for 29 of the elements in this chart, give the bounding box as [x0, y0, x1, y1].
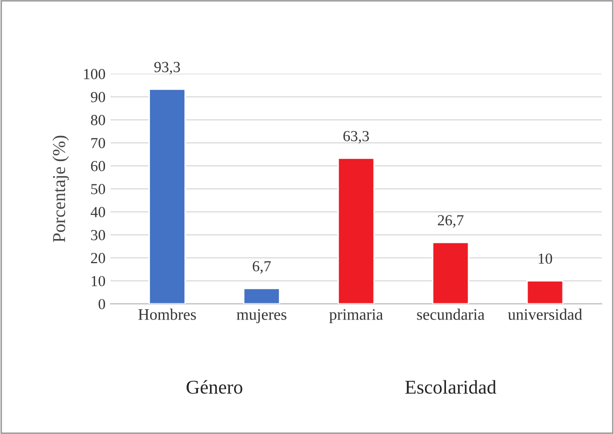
y-tick-label: 10: [92, 276, 106, 286]
bar: [243, 288, 280, 304]
x-tick-label: Hombres: [138, 308, 196, 320]
data-label: 63,3: [343, 130, 369, 144]
y-tick-label: 0: [98, 298, 106, 310]
bar: [432, 242, 470, 304]
text: Género: [186, 380, 242, 394]
y-tick-label: 90: [90, 92, 106, 102]
bar: [526, 280, 564, 304]
y-tick-label: 20: [91, 252, 106, 264]
data-label: 10: [538, 253, 552, 264]
y-tick-label: 70: [91, 138, 106, 148]
y-tick-label: 40: [90, 206, 106, 218]
y-tick-label: 30: [91, 230, 106, 240]
data-label: 93,3: [154, 62, 180, 74]
data-label: 26,7: [438, 215, 464, 228]
y-tick-label: 50: [91, 184, 106, 194]
y-tick-label: 100: [84, 68, 106, 80]
x-tick-label: mujeres: [236, 309, 286, 324]
x-tick-label: universidad: [508, 308, 582, 320]
x-tick-label: secundaria: [417, 308, 485, 320]
x-tick-label: primaria: [329, 309, 383, 324]
y-tick-label: 60: [91, 160, 106, 172]
y-axis-title: Porcentaje (%): [52, 136, 69, 242]
bar: [148, 88, 186, 304]
y-tick-label: 80: [90, 114, 106, 126]
bar: [337, 158, 375, 304]
text: Escolaridad: [405, 380, 496, 394]
data-label: 6,7: [252, 261, 271, 274]
